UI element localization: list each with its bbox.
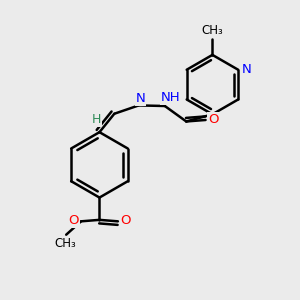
Text: H: H — [92, 113, 101, 127]
Text: CH₃: CH₃ — [55, 237, 76, 250]
Text: O: O — [121, 214, 131, 227]
Text: methyl: methyl — [63, 242, 68, 244]
Text: NH: NH — [161, 91, 181, 104]
Text: O: O — [68, 214, 79, 226]
Text: O: O — [208, 113, 219, 126]
Text: N: N — [136, 92, 146, 105]
Text: CH₃: CH₃ — [202, 24, 223, 37]
Text: N: N — [242, 63, 252, 76]
